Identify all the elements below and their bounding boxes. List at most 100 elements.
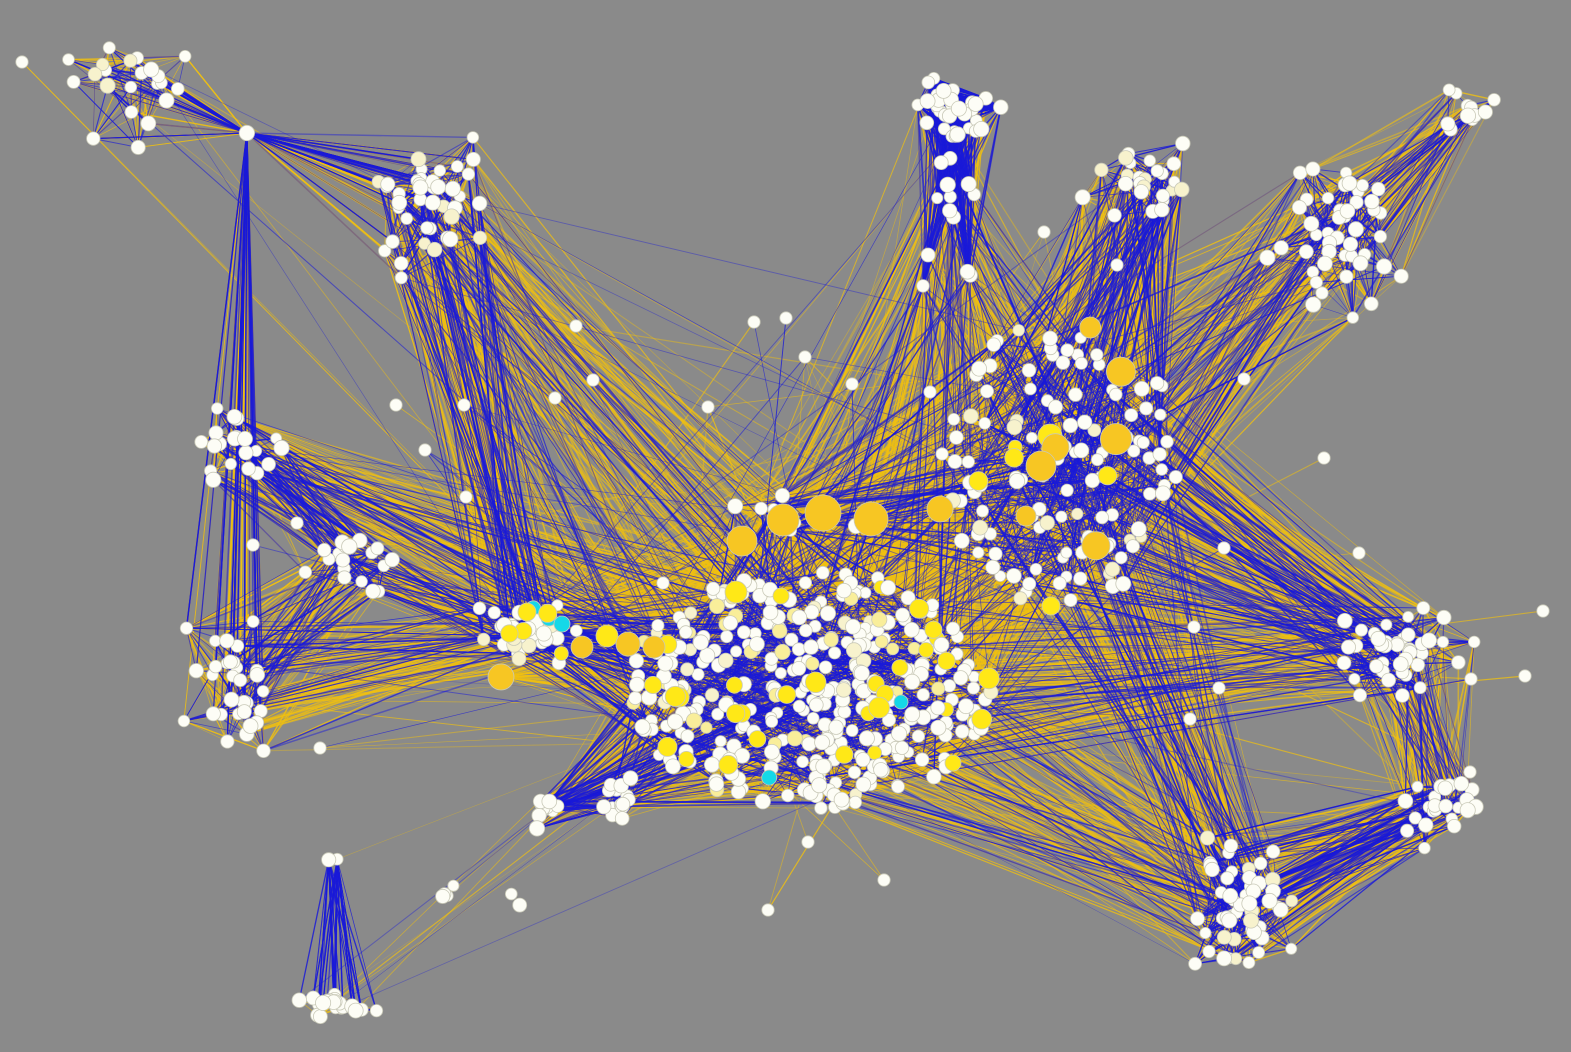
graph-node[interactable] bbox=[313, 741, 327, 755]
graph-node[interactable] bbox=[433, 164, 447, 177]
graph-node[interactable] bbox=[1337, 612, 1353, 629]
graph-node[interactable] bbox=[704, 687, 720, 703]
graph-node[interactable] bbox=[835, 745, 854, 764]
graph-node[interactable] bbox=[1077, 414, 1093, 430]
graph-node[interactable] bbox=[1259, 249, 1276, 266]
graph-node[interactable] bbox=[1175, 135, 1191, 152]
graph-node[interactable] bbox=[370, 541, 385, 556]
graph-node[interactable] bbox=[886, 642, 900, 656]
graph-node[interactable] bbox=[911, 729, 926, 743]
graph-node[interactable] bbox=[919, 115, 935, 131]
graph-node[interactable] bbox=[205, 706, 221, 722]
graph-node[interactable] bbox=[290, 516, 304, 530]
graph-node[interactable] bbox=[194, 434, 209, 449]
graph-node[interactable] bbox=[774, 667, 787, 680]
graph-node[interactable] bbox=[1133, 380, 1150, 397]
graph-node[interactable] bbox=[937, 651, 956, 671]
graph-node[interactable] bbox=[916, 688, 930, 702]
graph-node[interactable] bbox=[1143, 154, 1157, 167]
graph-node[interactable] bbox=[796, 755, 809, 768]
graph-node[interactable] bbox=[726, 703, 746, 724]
graph-node[interactable] bbox=[791, 661, 807, 676]
graph-node[interactable] bbox=[124, 105, 139, 119]
graph-node[interactable] bbox=[256, 685, 270, 698]
graph-node[interactable] bbox=[1060, 483, 1074, 497]
graph-node[interactable] bbox=[678, 750, 695, 768]
graph-node[interactable] bbox=[933, 155, 949, 171]
graph-node[interactable] bbox=[798, 576, 813, 590]
graph-node[interactable] bbox=[123, 53, 138, 68]
graph-node[interactable] bbox=[531, 807, 547, 824]
graph-node[interactable] bbox=[1342, 236, 1359, 252]
graph-node[interactable] bbox=[1060, 343, 1075, 358]
graph-node[interactable] bbox=[1273, 901, 1289, 918]
graph-node[interactable] bbox=[803, 639, 819, 655]
graph-node[interactable] bbox=[1022, 576, 1037, 591]
graph-node[interactable] bbox=[1079, 316, 1102, 339]
graph-node[interactable] bbox=[657, 737, 678, 757]
graph-node[interactable] bbox=[967, 96, 984, 112]
graph-node[interactable] bbox=[900, 590, 916, 606]
graph-node[interactable] bbox=[684, 606, 698, 620]
graph-node[interactable] bbox=[337, 570, 352, 585]
graph-node[interactable] bbox=[1411, 780, 1424, 793]
graph-node[interactable] bbox=[472, 230, 488, 245]
graph-node[interactable] bbox=[692, 634, 709, 651]
graph-node[interactable] bbox=[1446, 819, 1462, 834]
graph-node[interactable] bbox=[1400, 627, 1416, 643]
graph-node[interactable] bbox=[777, 685, 797, 704]
graph-node[interactable] bbox=[726, 525, 758, 557]
graph-node[interactable] bbox=[730, 645, 743, 658]
graph-node[interactable] bbox=[1155, 463, 1168, 476]
graph-node[interactable] bbox=[209, 634, 222, 648]
graph-node[interactable] bbox=[1091, 453, 1104, 467]
graph-node[interactable] bbox=[1150, 164, 1164, 178]
graph-node[interactable] bbox=[321, 852, 337, 868]
graph-node[interactable] bbox=[1459, 802, 1476, 819]
graph-node[interactable] bbox=[596, 799, 612, 815]
graph-node[interactable] bbox=[924, 620, 943, 639]
graph-node[interactable] bbox=[953, 532, 970, 549]
graph-node[interactable] bbox=[972, 546, 985, 559]
graph-node[interactable] bbox=[249, 667, 266, 683]
graph-node[interactable] bbox=[1371, 181, 1386, 197]
graph-node[interactable] bbox=[701, 400, 715, 414]
graph-node[interactable] bbox=[1107, 208, 1122, 223]
graph-node[interactable] bbox=[1216, 950, 1232, 967]
graph-node[interactable] bbox=[1114, 551, 1128, 565]
graph-node[interactable] bbox=[1041, 596, 1061, 616]
graph-node[interactable] bbox=[1436, 635, 1450, 649]
graph-node[interactable] bbox=[1068, 387, 1083, 402]
graph-node[interactable] bbox=[394, 271, 408, 285]
graph-node[interactable] bbox=[761, 769, 778, 786]
graph-node[interactable] bbox=[665, 758, 681, 775]
graph-node[interactable] bbox=[926, 769, 942, 785]
graph-node[interactable] bbox=[709, 598, 725, 614]
graph-node[interactable] bbox=[457, 398, 471, 412]
graph-node[interactable] bbox=[1393, 268, 1409, 284]
graph-node[interactable] bbox=[1341, 175, 1358, 192]
graph-node[interactable] bbox=[993, 99, 1009, 115]
graph-node[interactable] bbox=[1097, 466, 1118, 486]
graph-node[interactable] bbox=[389, 398, 403, 412]
graph-node[interactable] bbox=[553, 615, 571, 633]
graph-node[interactable] bbox=[784, 632, 799, 647]
graph-node[interactable] bbox=[1168, 470, 1183, 485]
graph-node[interactable] bbox=[1074, 189, 1091, 206]
graph-node[interactable] bbox=[553, 646, 569, 661]
graph-node[interactable] bbox=[1487, 93, 1501, 107]
graph-node[interactable] bbox=[1346, 311, 1360, 324]
graph-node[interactable] bbox=[410, 151, 427, 168]
graph-node[interactable] bbox=[1188, 956, 1202, 971]
graph-node[interactable] bbox=[947, 454, 963, 469]
graph-node[interactable] bbox=[764, 651, 779, 666]
graph-node[interactable] bbox=[1395, 688, 1410, 703]
graph-node[interactable] bbox=[1292, 165, 1308, 181]
graph-node[interactable] bbox=[781, 788, 795, 803]
graph-node[interactable] bbox=[921, 75, 936, 90]
graph-node[interactable] bbox=[1150, 376, 1165, 391]
graph-node[interactable] bbox=[246, 538, 260, 552]
graph-node[interactable] bbox=[365, 583, 381, 600]
graph-node[interactable] bbox=[1012, 324, 1025, 337]
graph-node[interactable] bbox=[1025, 450, 1057, 482]
